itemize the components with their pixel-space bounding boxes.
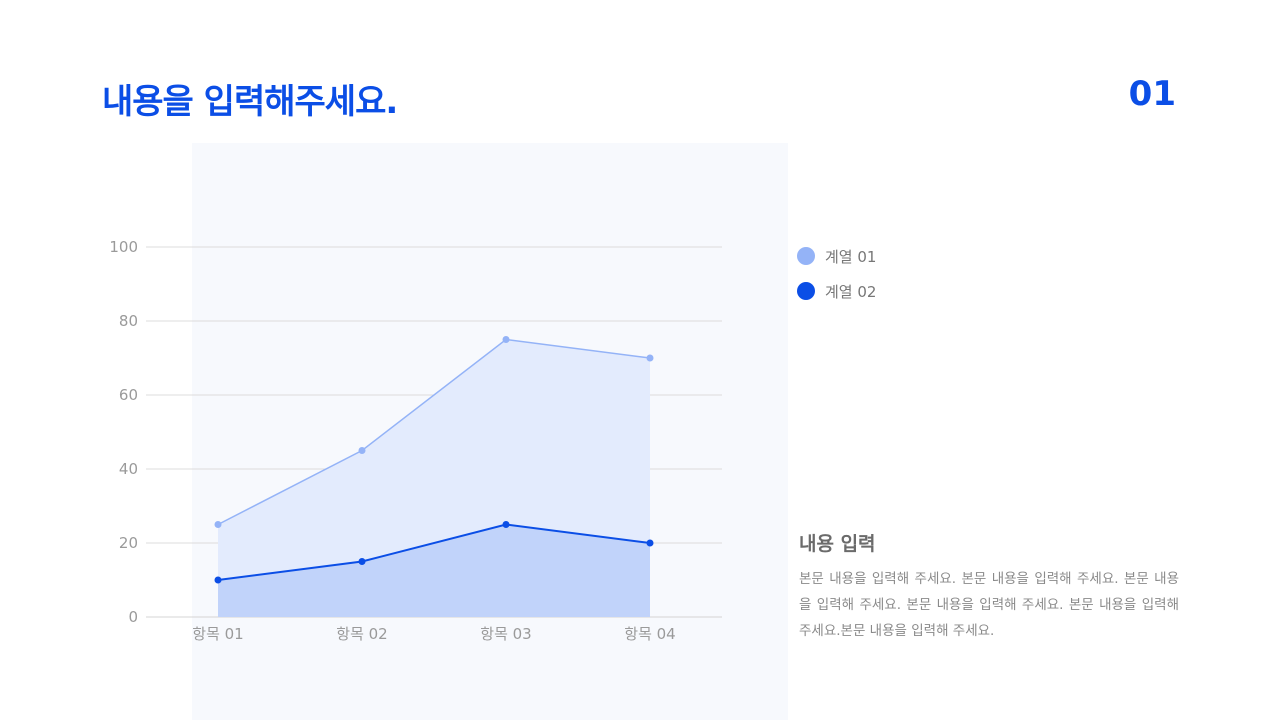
area-chart: 0 20 40 60 80 100 항목 01 항목 02 항목 03 항목 04 (109, 238, 722, 643)
y-tick-label-40: 40 (119, 460, 138, 478)
page-number: 01 (1128, 74, 1176, 114)
legend-item-series-2: 계열 02 (797, 281, 876, 301)
series-2-area (218, 524, 650, 617)
series-1-point-4 (646, 354, 654, 362)
content-heading: 내용 입력 (799, 533, 876, 555)
y-tick-label-100: 100 (109, 238, 138, 256)
series-2-point-1 (214, 576, 222, 584)
x-tick-label-3: 항목 03 (480, 625, 531, 643)
legend-item-series-1: 계열 01 (797, 246, 876, 266)
series-2-point-3 (502, 521, 510, 528)
series-1-line (217, 338, 651, 526)
legend-swatch-series-1 (797, 247, 815, 265)
series-1-point-1 (214, 521, 222, 528)
content-body: 본문 내용을 입력해 주세요. 본문 내용을 입력해 주세요. 본문 내용을 입… (799, 571, 1179, 639)
legend-label-series-2: 계열 02 (825, 282, 877, 301)
chart-legend: 계열 01 계열 02 (797, 246, 876, 316)
series-2-line (217, 523, 651, 581)
legend-swatch-series-2 (797, 282, 815, 300)
series-2-point-4 (646, 539, 654, 547)
axis-labels: 0 20 40 60 80 100 항목 01 항목 02 항목 03 항목 04 (109, 238, 675, 643)
series-1-point-3 (502, 336, 510, 343)
y-tick-label-80: 80 (119, 312, 138, 330)
x-tick-label-1: 항목 01 (192, 625, 243, 643)
legend-label-series-1: 계열 01 (825, 247, 877, 266)
y-tick-label-0: 0 (128, 608, 138, 626)
x-tick-label-4: 항목 04 (624, 625, 675, 643)
page-title: 내용을 입력해주세요. (102, 82, 398, 122)
series-areas (214, 336, 654, 617)
y-tick-label-20: 20 (119, 534, 138, 552)
series-1-point-2 (358, 447, 366, 454)
y-tick-label-60: 60 (119, 386, 138, 404)
x-tick-label-2: 항목 02 (336, 625, 387, 643)
series-2-point-2 (358, 558, 366, 565)
